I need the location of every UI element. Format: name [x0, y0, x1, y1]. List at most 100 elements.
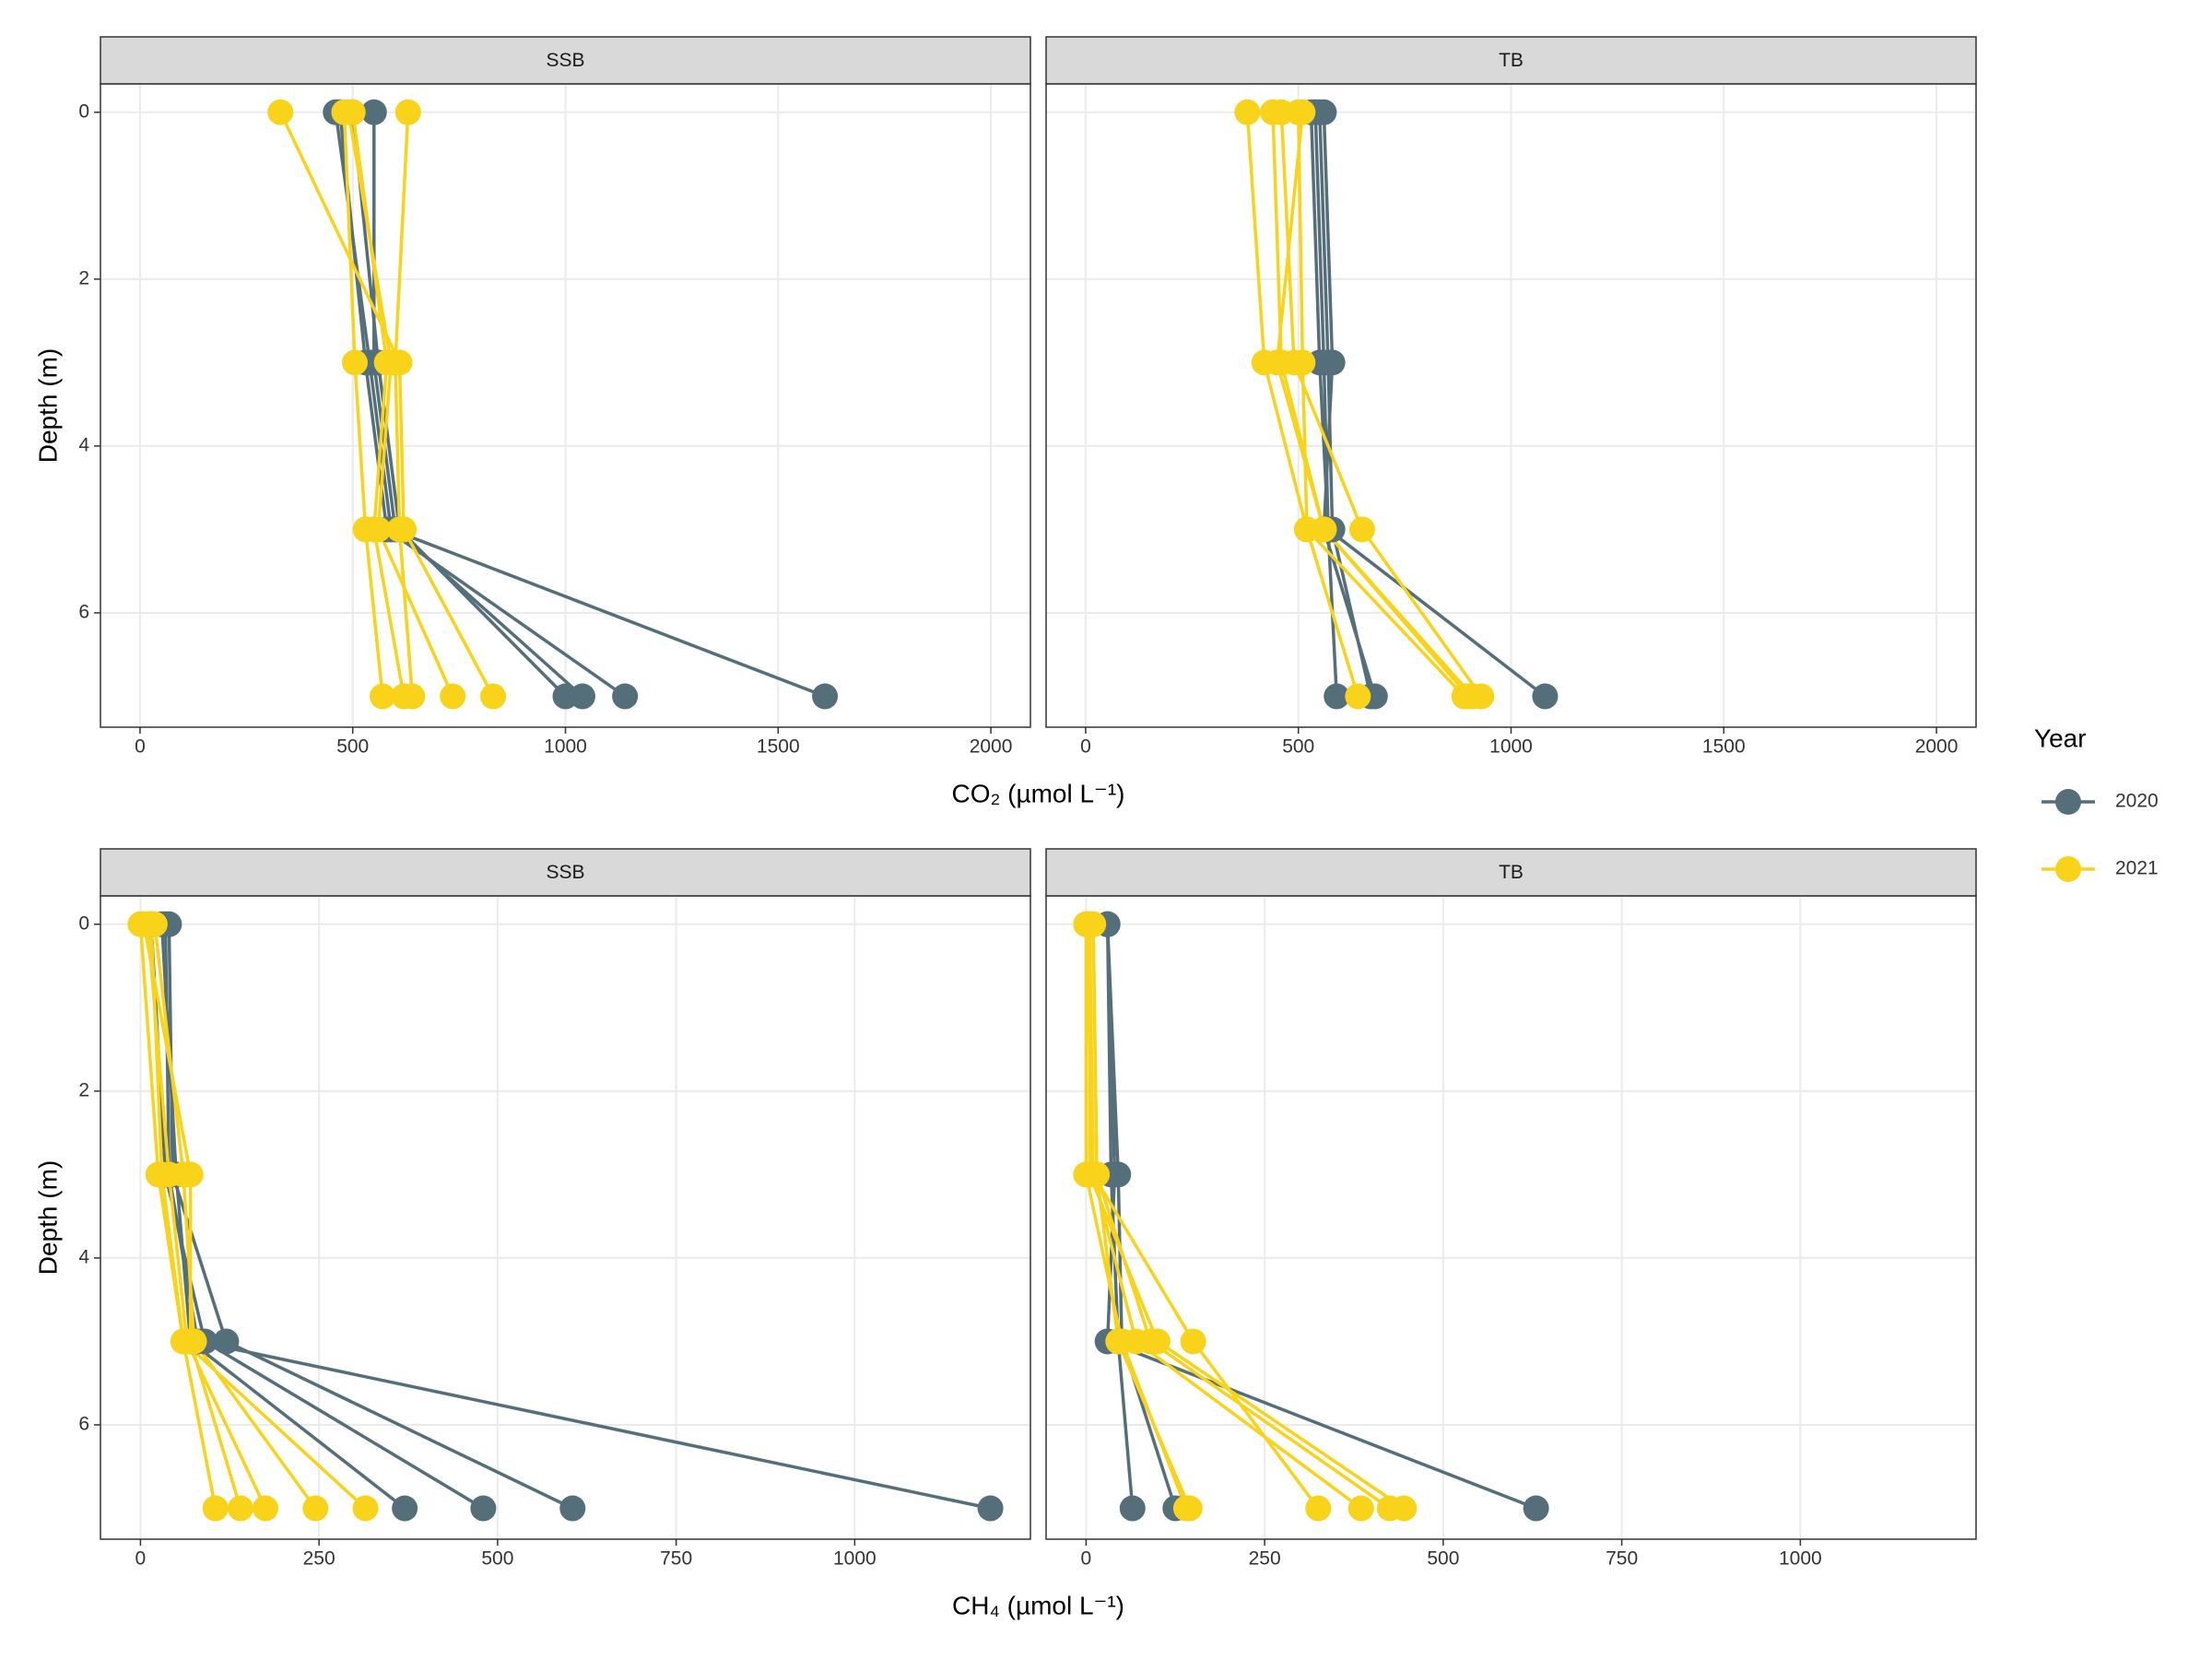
point	[342, 349, 369, 376]
point	[1305, 1495, 1332, 1522]
point	[213, 1328, 240, 1355]
point	[977, 1495, 1004, 1522]
profile-line	[149, 924, 367, 1510]
profile-line	[1318, 112, 1372, 697]
profile-line	[1245, 112, 1466, 698]
point	[1311, 516, 1337, 543]
x-tick-label: 500	[481, 1548, 513, 1570]
point	[360, 99, 387, 125]
point	[1289, 349, 1316, 376]
strip-label: SSB	[546, 50, 584, 71]
strip	[100, 36, 1031, 85]
point	[1119, 1495, 1146, 1522]
point	[253, 1495, 279, 1522]
profile-line	[167, 924, 574, 1511]
point	[1084, 1161, 1111, 1188]
point	[394, 99, 421, 125]
profile-line	[394, 112, 415, 697]
point	[1144, 1328, 1171, 1355]
point	[559, 1495, 586, 1522]
x-tick-label: 500	[336, 736, 369, 758]
point	[1324, 683, 1350, 710]
x-tick-label: 250	[1249, 1548, 1281, 1570]
y-tick-label: 6	[78, 1414, 89, 1435]
x-axis-title: CO₂ (µmol L⁻¹)	[951, 779, 1124, 807]
y-tick-label: 0	[78, 100, 89, 122]
point	[392, 1495, 418, 1522]
x-tick-label: 1000	[1489, 736, 1533, 758]
point	[1315, 349, 1342, 376]
strip	[1045, 36, 1977, 85]
panel-background	[1046, 896, 1976, 1539]
x-tick-label: 250	[303, 1548, 335, 1570]
profile-line	[1105, 924, 1537, 1511]
x-tick-label: 1000	[833, 1548, 877, 1570]
x-tick-label: 0	[1081, 1548, 1092, 1570]
x-axis-title: CH₄ (µmol L⁻¹)	[952, 1591, 1124, 1619]
x-tick-label: 750	[660, 1548, 692, 1570]
x-tick-label: 500	[1282, 736, 1314, 758]
point	[1080, 911, 1107, 937]
point	[1234, 99, 1261, 125]
profile-line	[138, 924, 218, 1509]
x-tick-label: 2000	[970, 736, 1013, 758]
point	[1455, 683, 1482, 710]
y-tick-label: 0	[78, 912, 89, 934]
point	[1348, 516, 1375, 543]
profile-line	[342, 112, 384, 697]
x-tick-label: 500	[1427, 1548, 1459, 1570]
y-tick-label: 4	[78, 1246, 89, 1267]
point	[267, 99, 294, 125]
profile-line	[1088, 924, 1362, 1510]
profile-line	[338, 112, 627, 698]
point	[1105, 1328, 1132, 1355]
point	[1391, 1495, 1418, 1522]
x-tick-label: 1000	[544, 736, 587, 758]
x-tick-label: 2000	[1915, 736, 1959, 758]
point	[812, 683, 839, 710]
point	[148, 1161, 175, 1188]
x-tick-label: 1500	[1702, 736, 1746, 758]
profile-line	[153, 924, 317, 1510]
y-tick-label: 2	[78, 1079, 89, 1100]
point	[335, 99, 362, 125]
point	[202, 1495, 229, 1522]
profile-line	[1091, 924, 1192, 1510]
profile-line	[1275, 112, 1470, 698]
profile-line	[1084, 924, 1320, 1510]
legend-label: 2021	[2115, 858, 2159, 879]
y-tick-label: 4	[78, 434, 89, 455]
profile-line	[350, 112, 567, 698]
strip-label: TB	[1499, 50, 1524, 71]
profile-line	[1105, 924, 1177, 1510]
point	[170, 1161, 196, 1188]
point	[352, 1495, 379, 1522]
x-tick-label: 0	[1080, 736, 1091, 758]
x-tick-label: 1500	[757, 736, 800, 758]
legend-key-point	[2055, 789, 2081, 815]
point	[386, 516, 413, 543]
point	[612, 683, 639, 710]
profile-line	[142, 924, 242, 1510]
y-tick-label: 2	[78, 267, 89, 288]
strip	[1045, 848, 1977, 897]
point	[552, 683, 579, 710]
legend-key-point	[2055, 856, 2081, 882]
point	[1180, 1328, 1206, 1355]
point	[1532, 683, 1559, 710]
point	[1289, 99, 1316, 125]
point	[170, 1328, 196, 1355]
point	[1176, 1495, 1203, 1522]
profile-line	[278, 112, 495, 698]
point	[480, 683, 507, 710]
point	[1523, 1495, 1549, 1522]
panel-background	[100, 896, 1030, 1539]
strip	[100, 848, 1031, 897]
point	[370, 683, 396, 710]
x-tick-label: 0	[135, 736, 146, 758]
x-tick-label: 1000	[1779, 1548, 1822, 1570]
legend-title: Year	[2034, 724, 2087, 752]
profile-line	[1279, 112, 1483, 698]
